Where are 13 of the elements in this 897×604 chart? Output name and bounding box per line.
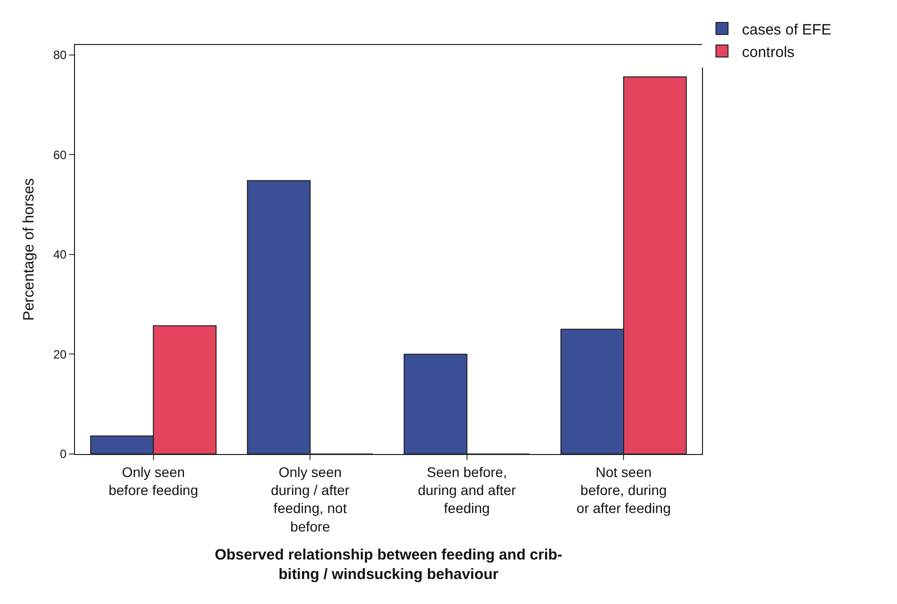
legend-label: cases of EFE: [742, 21, 832, 38]
x-tick-label: Only seen during / after feeding, not before: [270, 464, 350, 534]
legend-label: controls: [742, 44, 795, 61]
x-tick-label: Seen before, during and after feeding: [418, 464, 516, 516]
y-tick-label: 20: [53, 347, 67, 362]
y-tick-label: 80: [53, 48, 67, 62]
y-tick-label: 60: [53, 148, 67, 162]
x-tick-label: Only seen before feeding: [108, 464, 198, 498]
y-tick-label: 40: [53, 248, 67, 262]
x-tick-label: Not seen before, during or after feeding: [576, 464, 671, 516]
y-axis-title: Percentage of horses: [20, 178, 38, 321]
x-axis-title: Observed relationship between feeding and crib- biting / windsucking behaviour: [214, 546, 562, 583]
y-tick-label: 0: [60, 447, 67, 462]
